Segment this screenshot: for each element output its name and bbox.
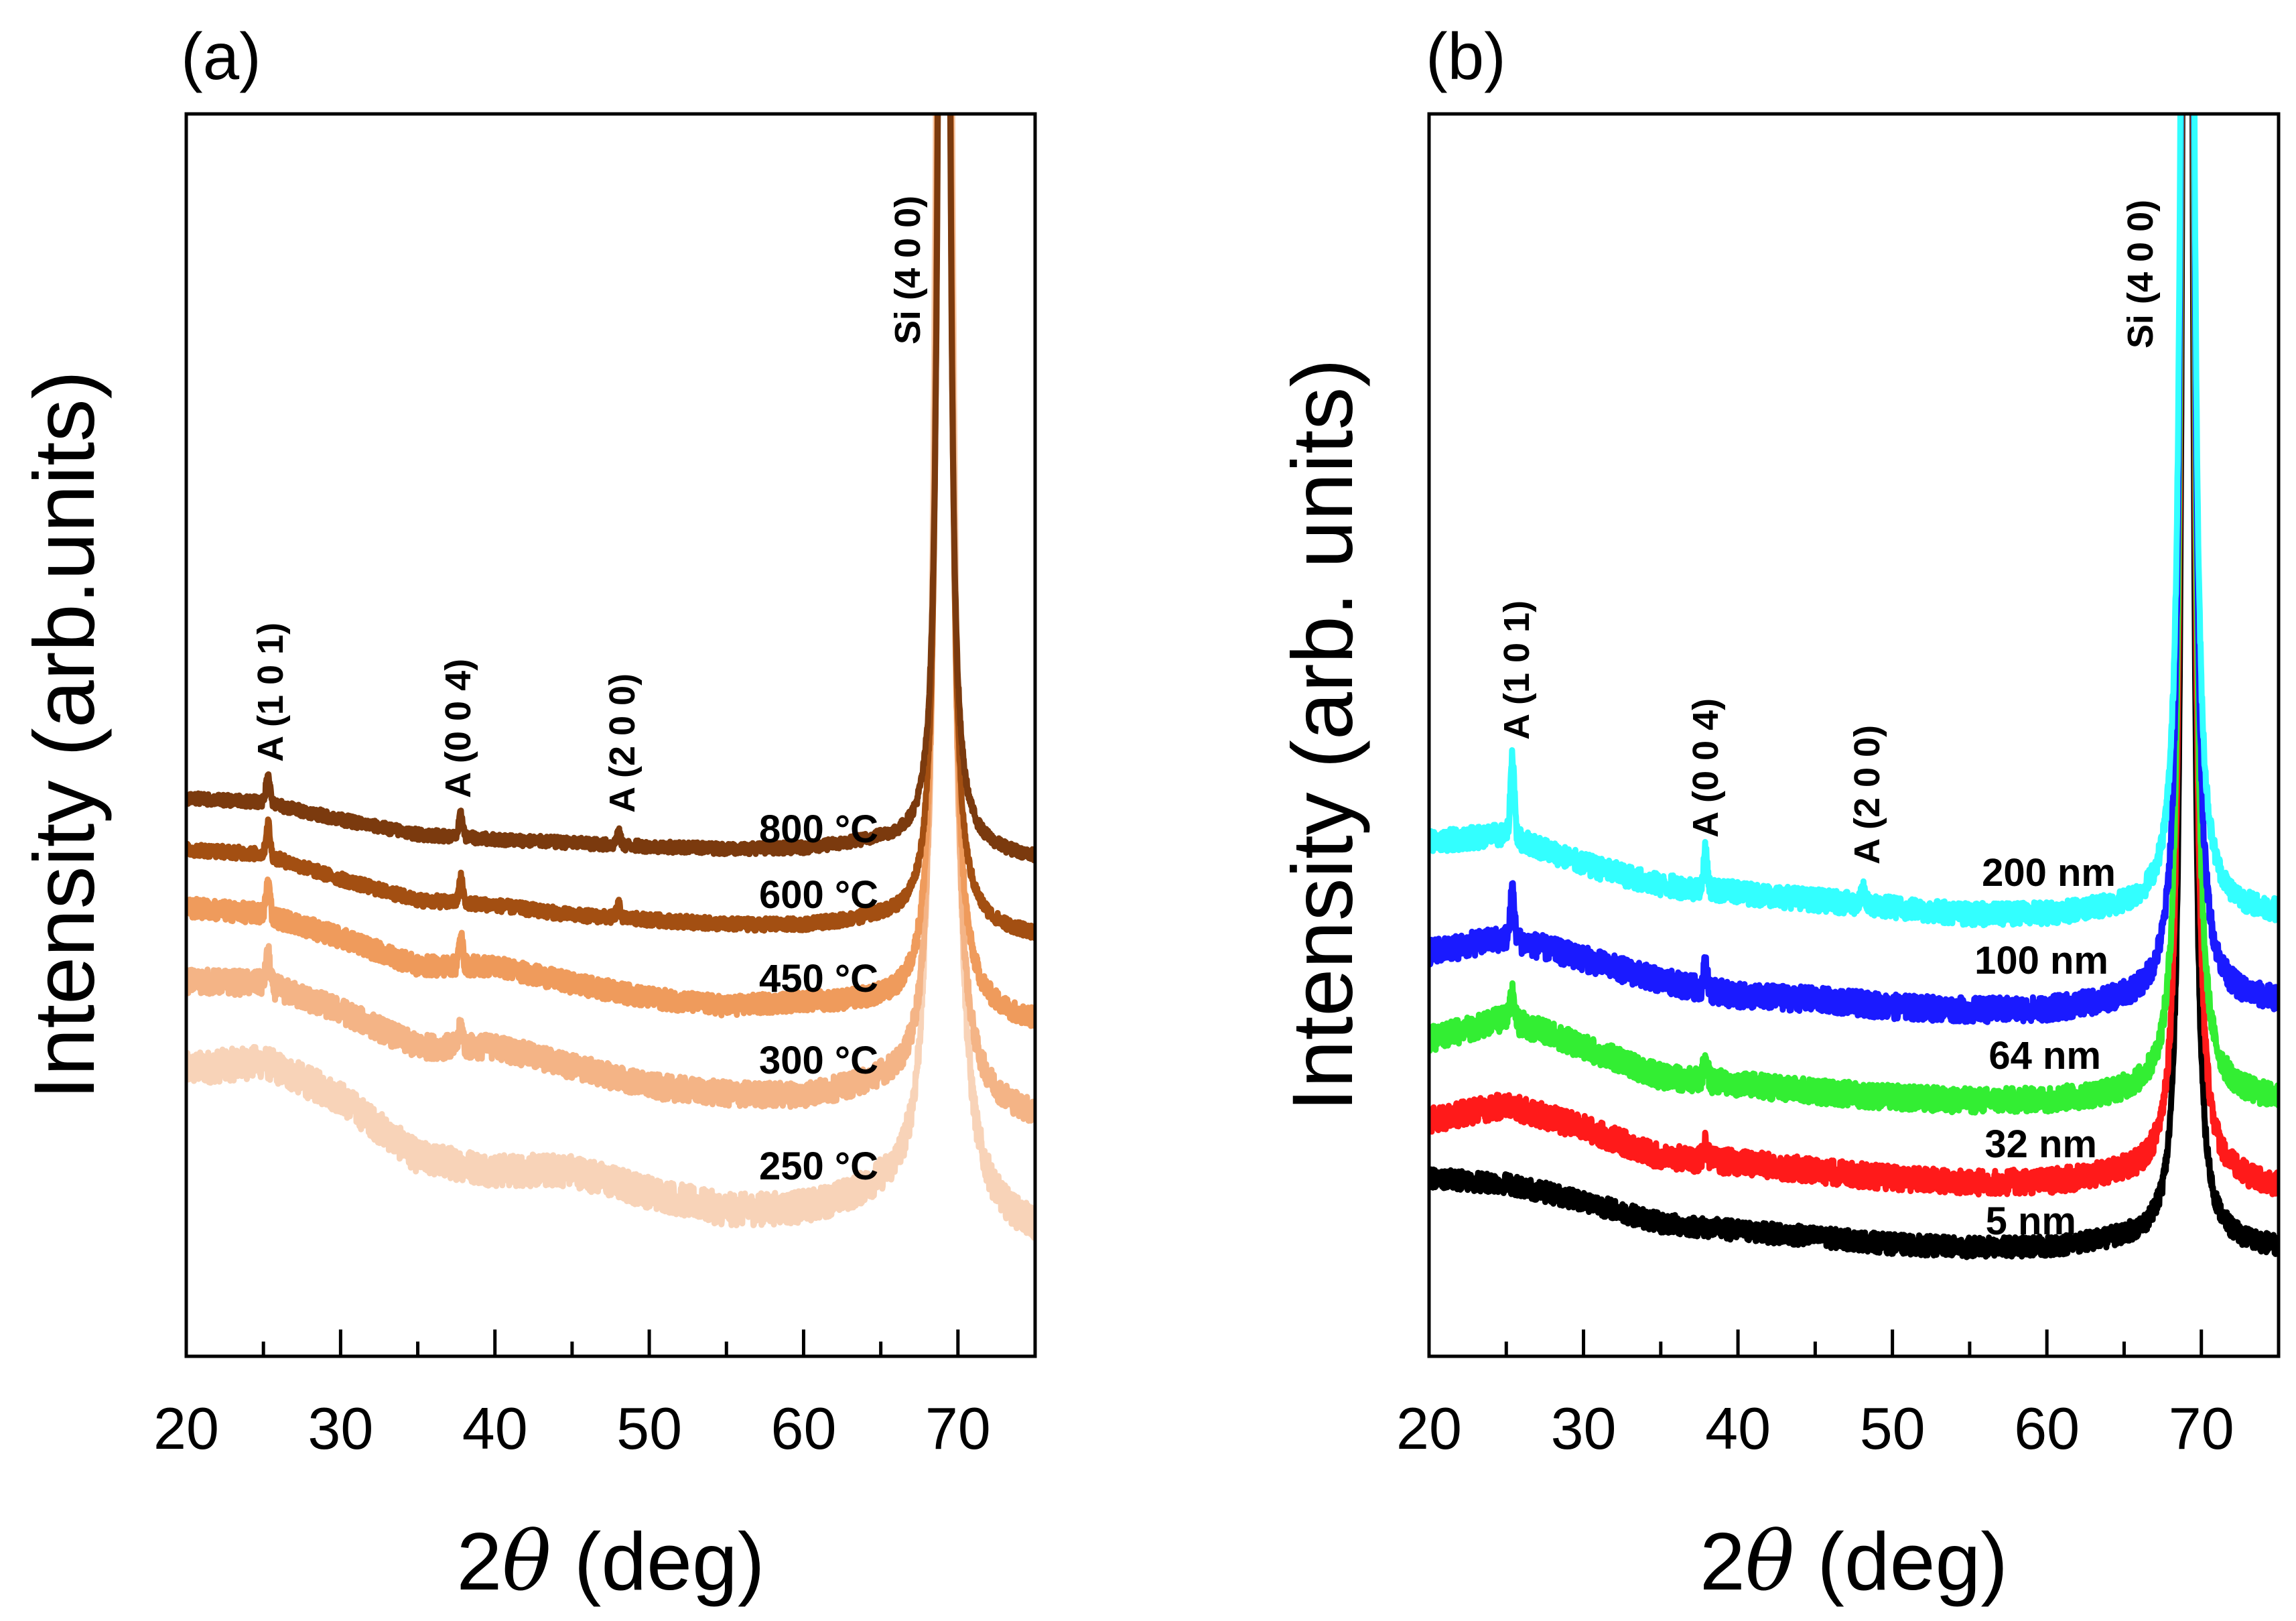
series-line-200-nm: [1429, 114, 2279, 929]
x-tick-label: 60: [771, 1395, 837, 1462]
x-axis-title-symbol: θ: [502, 1514, 551, 1609]
peak-annotation: A (2 0 0): [1847, 725, 1887, 864]
series-line-300-C: [186, 114, 1035, 1124]
series-line-250-C: [186, 114, 1035, 1241]
y-axis-title: Intensity (arb.units): [17, 371, 113, 1100]
y-axis-title: Intensity (arb. units): [1275, 359, 1371, 1112]
x-tick-label: 30: [308, 1395, 373, 1462]
series-label: 800 °C: [759, 807, 878, 851]
x-axis-title: 2θ (deg): [1700, 1514, 2008, 1609]
series-label: 32 nm: [1984, 1122, 2097, 1166]
series-label: 600 °C: [759, 873, 878, 917]
series-line-450-C: [186, 114, 1035, 1029]
x-tick-label: 20: [153, 1395, 219, 1462]
series-line-600-C: [186, 114, 1035, 942]
x-tick-label: 50: [616, 1395, 682, 1462]
panel-label: (b): [1426, 19, 1506, 93]
series-label: 64 nm: [1988, 1034, 2101, 1078]
plot-area: [186, 114, 1035, 1241]
x-axis-title: 2θ (deg): [456, 1514, 764, 1609]
panel-b: 20 30 40 50 60 70 2θ (deg) Intensity (arb. unit…: [1275, 19, 2281, 1609]
x-tick-label: 30: [1551, 1395, 1617, 1462]
peak-annotation: A (2 0 0): [602, 673, 643, 813]
series-label: 100 nm: [1974, 939, 2108, 982]
plot-frame: [184, 112, 1037, 1358]
x-tick-label: 40: [462, 1395, 528, 1462]
x-axis-title-symbol: θ: [1745, 1514, 1794, 1609]
x-axis-title-prefix: 2: [1700, 1516, 1745, 1607]
peak-annotation: A (0 0 4): [438, 659, 478, 798]
plot-frame: [1427, 112, 2281, 1358]
panel-a: 20 30 40 50 60 70 2θ (deg) Intensity (arb.units…: [17, 19, 1037, 1609]
x-tick-label: 40: [1705, 1395, 1771, 1462]
peak-annotation: A (1 0 1): [1497, 600, 1537, 740]
x-tick-label: 60: [2014, 1395, 2080, 1462]
series-line-64-nm: [1429, 114, 2279, 1116]
series-label: 200 nm: [1982, 851, 2116, 895]
series-label: 5 nm: [1986, 1199, 2076, 1243]
series-line-32-nm: [1429, 114, 2279, 1197]
x-axis-title-suffix: (deg): [1794, 1516, 2008, 1607]
peak-annotation: A (1 0 1): [251, 623, 291, 762]
series-label: 300 °C: [759, 1039, 878, 1082]
series-line-5-nm: [1429, 114, 2279, 1260]
series-label: 250 °C: [759, 1145, 878, 1188]
series-line-800-C: [186, 114, 1035, 864]
x-tick-label: 20: [1396, 1395, 1462, 1462]
x-tick-label: 50: [1860, 1395, 1926, 1462]
x-axis-title-prefix: 2: [456, 1516, 502, 1607]
peak-annotation: A (0 0 4): [1686, 698, 1726, 838]
x-tick-label: 70: [925, 1395, 991, 1462]
x-axis-title-suffix: (deg): [551, 1516, 765, 1607]
series-line-100-nm: [1429, 114, 2279, 1025]
x-tick-label: 70: [2169, 1395, 2234, 1462]
series-label: 450 °C: [759, 957, 878, 1000]
panel-label: (a): [181, 19, 261, 93]
plot-area: [1429, 114, 2279, 1260]
peak-annotation: Si (4 0 0): [2120, 200, 2161, 348]
peak-annotation: Si (4 0 0): [888, 196, 928, 344]
